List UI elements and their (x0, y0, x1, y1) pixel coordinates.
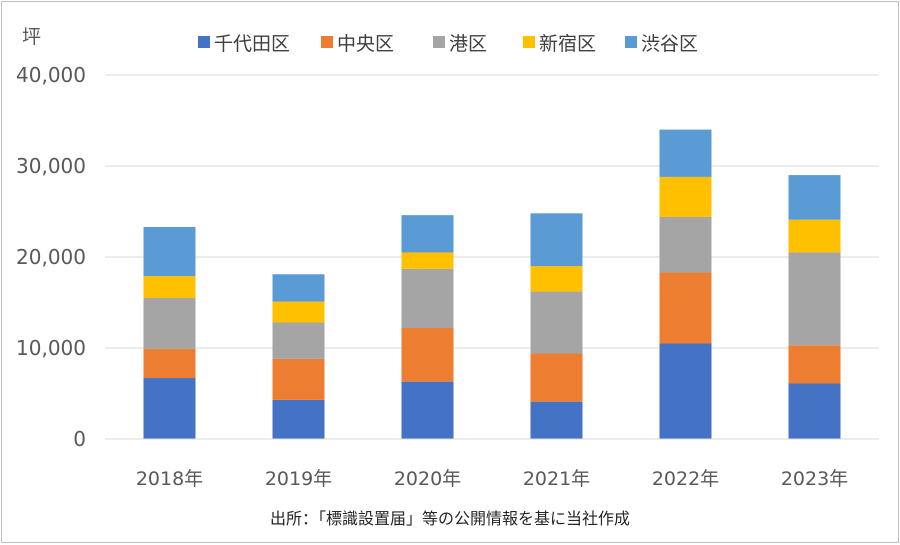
legend-label: 港区 (449, 33, 487, 55)
bar-segment (659, 272, 712, 344)
bar-segment (788, 252, 841, 346)
x-tick-label: 2018年 (136, 468, 203, 490)
bar-segment (401, 381, 454, 439)
bar-segment (788, 345, 841, 384)
bar-segment (788, 175, 841, 220)
bar-segment (659, 176, 712, 217)
bar-segment (401, 215, 454, 253)
legend-swatch (198, 36, 210, 48)
bar-segment (788, 383, 841, 439)
bar-segment (659, 343, 712, 439)
bar-segment (401, 252, 454, 269)
bar-segment (143, 378, 196, 439)
legend-swatch (433, 36, 445, 48)
x-tick-label: 2021年 (523, 468, 590, 490)
legend-swatch (321, 36, 333, 48)
legend-label: 中央区 (337, 33, 394, 55)
y-tick-label: 40,000 (16, 63, 86, 87)
bar-segment (530, 213, 583, 267)
bar-segment (659, 129, 712, 177)
bar-segment (143, 226, 196, 277)
bar-segment (659, 216, 712, 273)
bar-segment (143, 276, 196, 298)
legend-swatch (625, 36, 637, 48)
bar-segment (143, 348, 196, 379)
legend-label: 渋谷区 (641, 33, 698, 55)
legend-label: 千代田区 (214, 33, 290, 55)
bar-segment (272, 322, 325, 359)
bar-segment (530, 291, 583, 354)
y-tick-label: 30,000 (16, 154, 86, 178)
y-tick-label: 10,000 (16, 336, 86, 360)
bar-segment (530, 353, 583, 402)
bar-segment (272, 274, 325, 302)
bar-segment (530, 266, 583, 292)
y-tick-label: 0 (73, 427, 86, 451)
y-tick-label: 20,000 (16, 245, 86, 269)
bar-segment (401, 327, 454, 382)
y-unit-label: 坪 (22, 26, 41, 48)
legend-label: 新宿区 (539, 33, 596, 55)
bar-segment (143, 297, 196, 349)
bar-segment (788, 219, 841, 253)
x-tick-label: 2020年 (394, 468, 461, 490)
bar-segment (530, 401, 583, 439)
source-note: 出所：「標識設置届」等の公開情報を基に当社作成 (269, 509, 630, 528)
x-tick-label: 2023年 (781, 468, 848, 490)
bar-segment (272, 301, 325, 323)
x-tick-label: 2022年 (652, 468, 719, 490)
legend-swatch (523, 36, 535, 48)
bar-segment (401, 268, 454, 328)
bar-segment (272, 358, 325, 400)
x-tick-label: 2019年 (265, 468, 332, 490)
bar-segment (272, 399, 325, 439)
